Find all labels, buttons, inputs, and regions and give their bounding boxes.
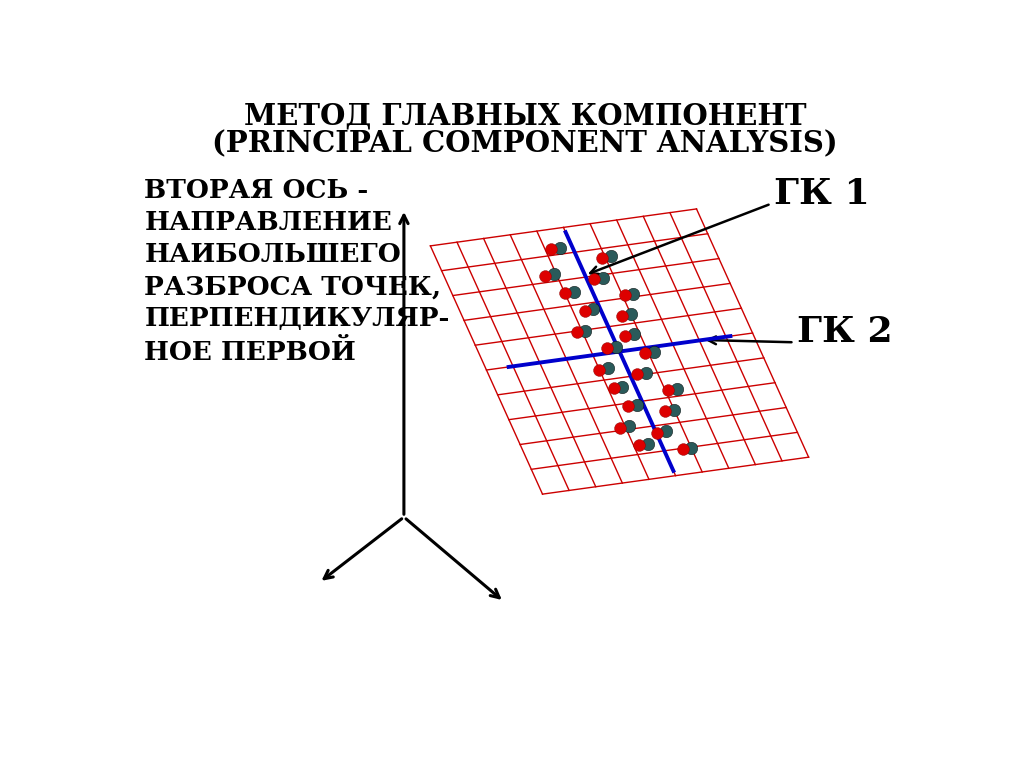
Text: ВТОРАЯ ОСЬ -
НАПРАВЛЕНИЕ
НАИБОЛЬШЕГО
РАЗБРОСА ТОЧЕК,
ПЕРПЕНДИКУЛЯР-
НОЕ ПЕРВОЙ: ВТОРАЯ ОСЬ - НАПРАВЛЕНИЕ НАИБОЛЬШЕГО РАЗ… <box>144 178 450 364</box>
Text: МЕТОД ГЛАВНЫХ КОМПОНЕНТ: МЕТОД ГЛАВНЫХ КОМПОНЕНТ <box>244 101 806 130</box>
Text: ГК 2: ГК 2 <box>797 315 892 349</box>
Text: ГК 1: ГК 1 <box>773 176 869 211</box>
Text: (PRINCIPAL COMPONENT ANALYSIS): (PRINCIPAL COMPONENT ANALYSIS) <box>212 130 838 159</box>
